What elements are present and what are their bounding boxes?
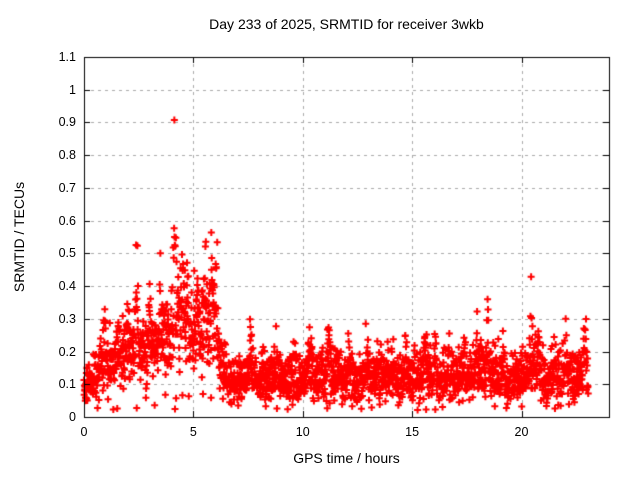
x-tick-label: 0 — [80, 425, 88, 439]
x-tick-label: 10 — [295, 425, 310, 439]
x-tick-label: 15 — [405, 425, 420, 439]
y-tick-label: 0.6 — [58, 213, 76, 228]
chart-title: Day 233 of 2025, SRMTID for receiver 3wk… — [209, 16, 484, 32]
y-tick-label: 0.1 — [58, 377, 76, 392]
y-tick-label: 0.4 — [58, 279, 76, 294]
y-tick-label: 0.8 — [58, 148, 76, 163]
y-tick-label: 0.5 — [58, 246, 76, 261]
y-tick-label: 0.9 — [58, 115, 76, 130]
x-tick-label: 5 — [189, 425, 197, 439]
x-tick-label: 20 — [514, 425, 529, 439]
y-tick-label: 0.3 — [58, 311, 76, 326]
y-axis-label: SRMTID / TECUs — [11, 181, 27, 293]
x-axis-label: GPS time / hours — [293, 450, 400, 466]
y-tick-label: 0 — [69, 410, 76, 424]
y-tick-label: 0.7 — [58, 180, 76, 195]
y-tick-label: 1 — [69, 82, 76, 97]
y-tick-label: 0.2 — [58, 344, 76, 359]
y-tick-label: 1.1 — [58, 50, 76, 64]
